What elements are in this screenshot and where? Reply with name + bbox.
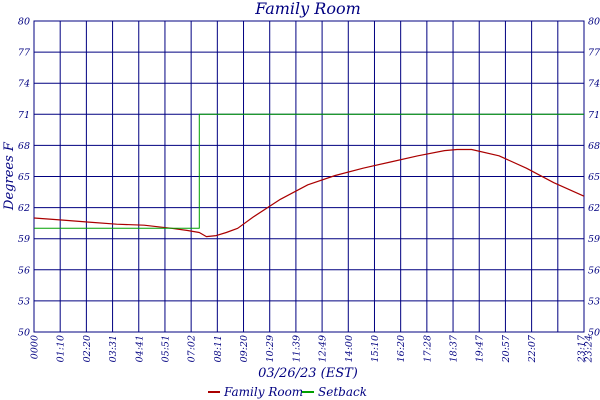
y-tick-label-left: 74 — [18, 79, 30, 90]
y-tick-label-left: 77 — [18, 48, 31, 59]
x-axis-label: 03/26/23 (EST) — [258, 366, 358, 381]
x-tick-label: 20:57 — [501, 334, 512, 363]
chart-title: Family Room — [254, 0, 361, 18]
x-tick-label: 22:07 — [527, 334, 538, 363]
series-lines — [33, 113, 585, 238]
y-tick-label-left: 56 — [18, 265, 30, 276]
x-tick-label: 09:20 — [239, 335, 250, 362]
y-tick-label-left: 59 — [18, 234, 30, 245]
y-tick-label-left: 80 — [18, 17, 30, 28]
grid — [33, 20, 585, 333]
legend-label-family-room: Family Room — [223, 385, 303, 399]
y-tick-label-right: 56 — [588, 265, 600, 276]
family-room-line — [33, 148, 585, 238]
y-tick-label-right: 74 — [588, 79, 600, 90]
y-tick-label-right: 53 — [588, 296, 600, 307]
y-tick-label-left: 50 — [18, 328, 30, 339]
x-tick-label: 15:10 — [370, 335, 381, 362]
y-tick-label-left: 71 — [18, 110, 30, 121]
y-tick-label-right: 71 — [588, 110, 600, 121]
x-tick-label: 19:47 — [475, 334, 486, 362]
x-tick-label: 16:20 — [396, 335, 407, 362]
legend: Family Room Setback — [208, 385, 367, 399]
x-tick-label: 07:02 — [187, 335, 198, 362]
setback-line — [34, 113, 584, 229]
y-tick-label-left: 53 — [18, 296, 30, 307]
y-tick-label-left: 62 — [18, 203, 30, 214]
x-tick-label: 10:29 — [265, 335, 276, 362]
y-tick-label-right: 50 — [588, 328, 600, 339]
x-tick-label: 04:41 — [134, 335, 145, 362]
x-tick-label: 23:17 — [577, 334, 588, 363]
y-tick-label-right: 62 — [588, 203, 600, 214]
x-tick-label: 18:37 — [449, 334, 460, 362]
y-tick-label-left: 68 — [18, 141, 30, 152]
x-ticks: 0000 01:10 02:20 03:31 04:41 05:51 07:02 08:11 0… — [30, 334, 595, 363]
y-axis-label: Degrees F — [2, 141, 17, 211]
x-tick-label: 08:11 — [213, 335, 224, 362]
y-tick-label-right: 77 — [588, 48, 600, 59]
y-tick-label-right: 80 — [588, 17, 600, 28]
x-tick-label: 0000 — [30, 335, 41, 359]
legend-label-setback: Setback — [318, 385, 367, 399]
x-tick-label: 12:49 — [318, 335, 329, 362]
y-tick-label-right: 59 — [588, 234, 600, 245]
x-tick-label: 23:24 — [584, 335, 595, 363]
y-tick-label-right: 68 — [588, 141, 600, 152]
x-tick-label: 11:39 — [291, 335, 302, 362]
y-ticks-right: 50 53 56 59 62 65 68 71 74 77 80 — [588, 17, 600, 339]
y-ticks-left: 50 53 56 59 62 65 68 71 74 77 80 — [18, 17, 31, 339]
x-tick-label: 17:28 — [422, 335, 433, 362]
x-tick-label: 03:31 — [108, 335, 119, 362]
x-tick-label: 01:10 — [56, 335, 67, 362]
x-tick-label: 05:51 — [160, 335, 171, 362]
y-tick-label-right: 65 — [588, 172, 600, 183]
x-tick-label: 14:00 — [344, 335, 355, 362]
x-tick-label: 02:20 — [82, 335, 93, 362]
y-tick-label-left: 65 — [18, 172, 30, 183]
